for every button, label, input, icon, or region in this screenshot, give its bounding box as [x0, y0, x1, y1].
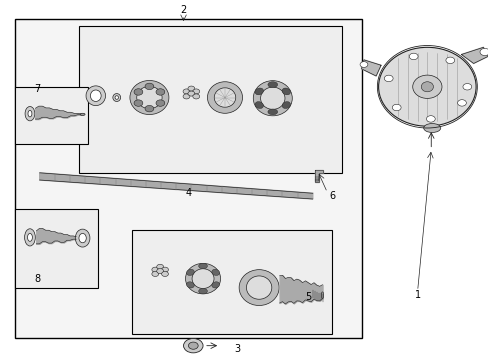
Circle shape — [157, 264, 163, 269]
Ellipse shape — [25, 107, 35, 121]
Ellipse shape — [412, 75, 441, 98]
Ellipse shape — [253, 81, 292, 116]
Circle shape — [145, 105, 154, 112]
Circle shape — [161, 267, 168, 272]
Circle shape — [152, 267, 158, 272]
Circle shape — [359, 62, 367, 67]
Circle shape — [445, 57, 454, 64]
Circle shape — [462, 84, 471, 90]
Circle shape — [156, 100, 164, 106]
Ellipse shape — [207, 82, 242, 113]
Text: 1: 1 — [414, 290, 420, 300]
Ellipse shape — [27, 233, 32, 241]
Bar — [132, 230, 331, 334]
Circle shape — [192, 94, 199, 99]
Ellipse shape — [86, 86, 105, 105]
Ellipse shape — [75, 229, 90, 247]
Circle shape — [145, 83, 154, 90]
Circle shape — [188, 342, 198, 349]
Ellipse shape — [246, 276, 271, 299]
Polygon shape — [40, 173, 312, 199]
Ellipse shape — [239, 270, 279, 306]
Text: 3: 3 — [234, 343, 240, 354]
Ellipse shape — [186, 269, 194, 275]
Ellipse shape — [192, 269, 214, 288]
Ellipse shape — [211, 269, 219, 275]
Text: 4: 4 — [185, 188, 191, 198]
Ellipse shape — [90, 90, 101, 102]
Ellipse shape — [267, 109, 277, 115]
Ellipse shape — [28, 111, 32, 117]
Ellipse shape — [80, 113, 85, 116]
Circle shape — [183, 338, 203, 353]
Circle shape — [157, 269, 163, 274]
Circle shape — [134, 89, 142, 95]
Ellipse shape — [267, 82, 277, 87]
Ellipse shape — [255, 102, 263, 108]
Polygon shape — [461, 47, 488, 63]
Circle shape — [134, 100, 142, 106]
Text: 7: 7 — [34, 84, 41, 94]
Circle shape — [152, 271, 158, 276]
Text: 2: 2 — [180, 5, 186, 15]
Bar — [79, 26, 341, 173]
Circle shape — [479, 48, 488, 55]
Ellipse shape — [260, 87, 285, 109]
Circle shape — [391, 104, 400, 111]
Ellipse shape — [378, 47, 475, 126]
Text: 8: 8 — [34, 274, 40, 284]
Circle shape — [183, 94, 189, 99]
Ellipse shape — [255, 88, 263, 95]
Circle shape — [156, 89, 164, 95]
Circle shape — [161, 271, 168, 276]
Circle shape — [384, 75, 392, 82]
Ellipse shape — [423, 123, 440, 132]
Ellipse shape — [137, 86, 162, 109]
Circle shape — [192, 89, 199, 94]
Polygon shape — [315, 170, 322, 182]
Ellipse shape — [185, 264, 220, 294]
Ellipse shape — [420, 82, 432, 92]
Ellipse shape — [321, 292, 323, 298]
Ellipse shape — [282, 88, 290, 95]
Ellipse shape — [113, 94, 121, 102]
Bar — [15, 87, 88, 144]
Text: 5: 5 — [304, 292, 310, 302]
Ellipse shape — [198, 264, 207, 269]
Ellipse shape — [198, 288, 207, 294]
Bar — [15, 19, 361, 338]
Circle shape — [183, 89, 189, 94]
Ellipse shape — [211, 282, 219, 288]
Polygon shape — [361, 60, 380, 76]
Ellipse shape — [130, 81, 168, 114]
Circle shape — [426, 116, 434, 122]
Text: 6: 6 — [328, 191, 335, 201]
Bar — [15, 209, 98, 288]
Ellipse shape — [79, 233, 86, 243]
Ellipse shape — [282, 102, 290, 108]
Circle shape — [457, 100, 466, 106]
Ellipse shape — [214, 88, 235, 107]
Ellipse shape — [24, 229, 35, 246]
Circle shape — [187, 91, 194, 96]
Circle shape — [408, 53, 417, 60]
Ellipse shape — [186, 282, 194, 288]
Circle shape — [187, 86, 194, 91]
Ellipse shape — [115, 96, 118, 99]
